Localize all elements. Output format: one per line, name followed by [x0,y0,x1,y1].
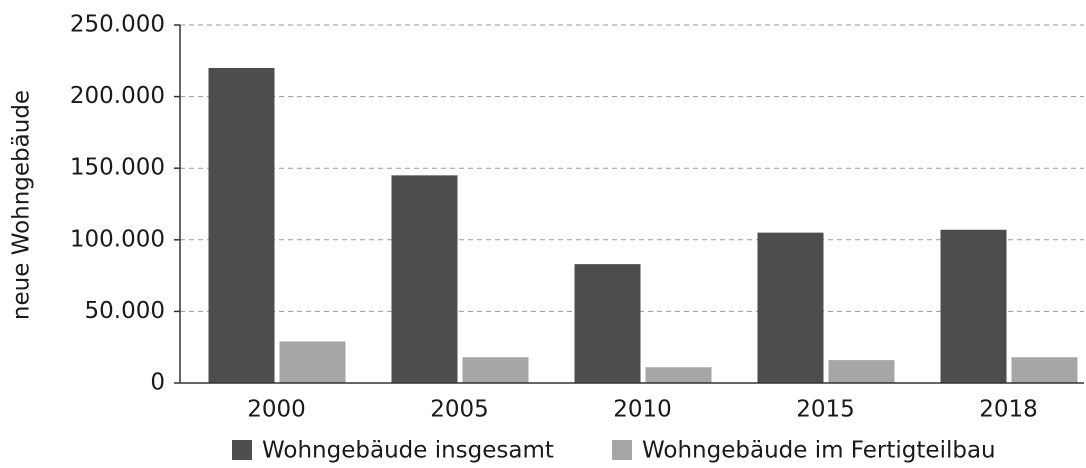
bar [208,67,275,384]
y-tick-label: 250.000 [70,12,165,38]
x-tick-label: 2010 [613,397,672,423]
legend-label: Wohngebäude insgesamt [262,438,554,464]
legend-swatch [232,440,252,460]
bar [279,341,346,383]
bar [828,360,895,383]
legend-swatch [612,440,632,460]
bar [645,367,712,383]
bar [391,175,458,383]
y-axis-label: neue Wohngebäude [9,90,35,320]
y-tick-label: 200.000 [70,83,165,109]
legend-label: Wohngebäude im Fertigteilbau [642,438,996,464]
bar [940,229,1007,383]
bar [462,357,529,383]
y-tick-label: 50.000 [85,298,165,324]
bar [1011,357,1078,383]
bar [574,264,641,383]
y-tick-label: 0 [150,370,165,396]
y-tick-label: 100.000 [70,226,165,252]
y-tick-label: 150.000 [70,155,165,181]
x-tick-label: 2015 [796,397,855,423]
bar [757,232,824,383]
x-tick-label: 2005 [430,397,489,423]
x-tick-label: 2018 [979,397,1038,423]
x-tick-label: 2000 [247,397,306,423]
